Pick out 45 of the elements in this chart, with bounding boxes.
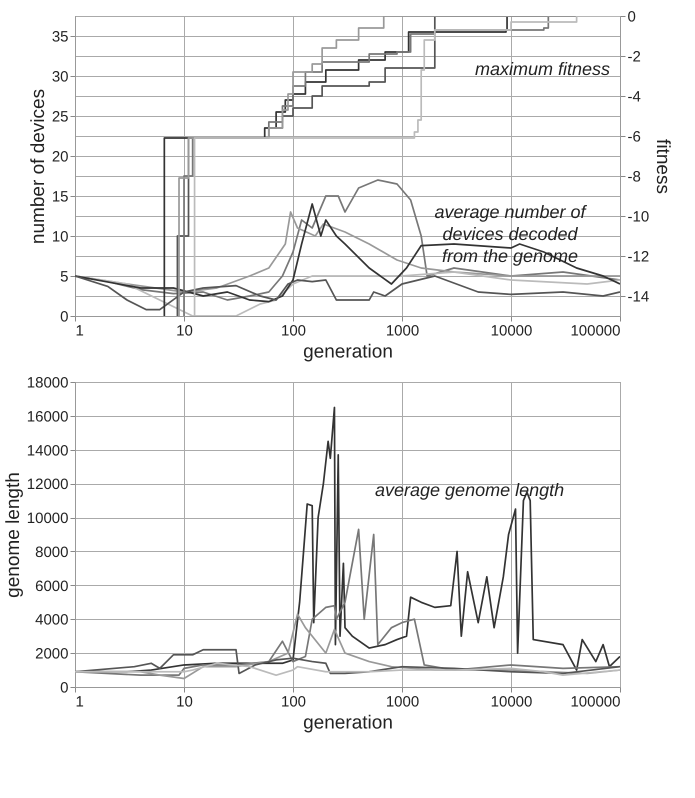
y-tick-label: 12000 [26,476,68,494]
x-tick-label: 1 [76,322,84,340]
y-tick-label: 20 [52,148,68,166]
y-tick-label: 25 [52,108,68,126]
x-tick-label: 1000 [386,322,420,340]
y-tick-label: 16000 [26,408,68,426]
y-tick-label: 30 [52,68,68,86]
y-axis-title: number of devices [28,88,49,244]
y2-tick-label: -14 [628,288,650,306]
x-tick-label: 10 [176,694,193,710]
x-tick-label: 100 [280,322,306,340]
x-tick-label: 10000 [490,694,532,710]
x-tick-label: 100000 [570,322,620,340]
y-tick-label: 10000 [26,510,68,528]
y-tick-label: 18000 [26,374,68,392]
x-tick-label: 1000 [386,694,420,710]
y2-tick-label: -4 [628,88,641,106]
y-tick-label: 35 [52,28,68,46]
y2-tick-label: -8 [628,168,641,186]
y2-tick-label: -12 [628,248,650,266]
y-tick-label: 0 [60,308,68,326]
y2-tick-label: 0 [628,8,636,26]
y-tick-label: 2000 [35,646,68,663]
y-tick-label: 5 [60,268,68,286]
y-axis-title: genome length [2,472,24,598]
x-tick-label: 10 [176,322,193,340]
annotation: maximum fitness [474,59,610,79]
x-tick-label: 100000 [570,694,620,710]
y-tick-label: 14000 [26,442,68,460]
y-tick-label: 10 [52,228,68,246]
y-tick-label: 15 [52,188,68,206]
x-tick-label: 1 [76,694,84,710]
y2-axis-title: fitness [652,139,674,194]
x-axis-title: generation [303,712,393,734]
y-tick-label: 0 [60,680,68,696]
annotation: average genome length [375,480,564,500]
x-tick-label: 10000 [490,322,532,340]
x-axis-title: generation [303,342,393,362]
y-tick-label: 4000 [35,612,68,629]
y-tick-label: 6000 [35,578,68,595]
y2-tick-label: -2 [628,48,641,66]
x-tick-label: 100 [280,694,306,710]
y2-tick-label: -10 [628,208,650,226]
y2-tick-label: -6 [628,128,641,146]
y-tick-label: 8000 [35,544,68,561]
